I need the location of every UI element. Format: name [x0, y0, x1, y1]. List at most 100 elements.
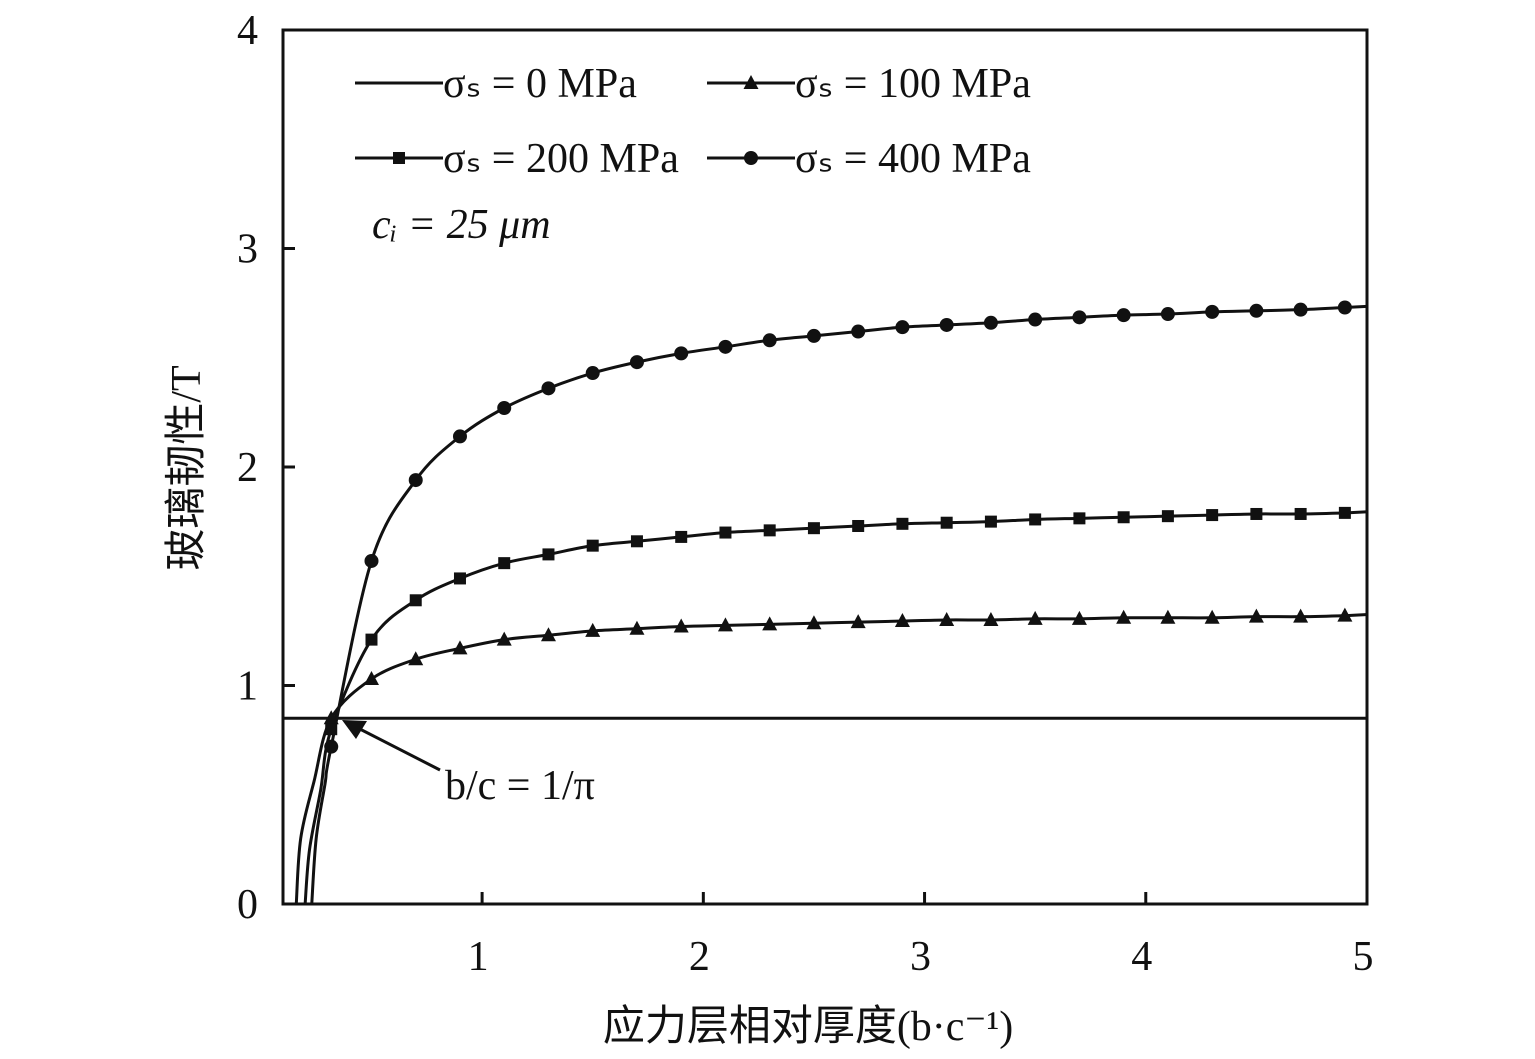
legend-label: σₛ = 400 MPa [795, 136, 1031, 182]
legend-marker-triangle [743, 75, 759, 89]
legend-marker-circle [744, 151, 758, 165]
curves [283, 304, 1368, 905]
annotation-label: b/c = 1/π [445, 763, 595, 809]
y-tick-label: 4 [237, 8, 258, 54]
marker-square [542, 548, 555, 561]
marker-circle [718, 339, 733, 354]
marker-square [409, 594, 422, 607]
marker-circle [1028, 312, 1043, 327]
legend-item: σₛ = 100 MPa [707, 61, 1031, 107]
marker-square [940, 516, 953, 529]
series-line-2 [303, 510, 1368, 905]
marker-circle [408, 473, 423, 488]
marker-triangle [939, 611, 955, 626]
marker-square [719, 526, 732, 539]
y-tick-label: 2 [237, 445, 258, 491]
marker-circle [1160, 307, 1175, 322]
marker-circle [364, 553, 379, 568]
legend-label: σₛ = 0 MPa [443, 61, 637, 107]
x-axis-title: 应力层相对厚度(b·c⁻¹) [603, 1003, 1013, 1050]
marker-circle [585, 366, 600, 381]
marker-square [1073, 512, 1086, 525]
marker-triangle [1027, 610, 1043, 625]
legend-item: σₛ = 200 MPa [355, 136, 679, 182]
marker-circle [497, 401, 512, 416]
axis-ticks: 1 2 3 4 5 0 1 2 3 4 [237, 8, 1374, 980]
annotation-arrow-shaft [351, 723, 441, 772]
marker-circle [762, 333, 777, 348]
marker-square [1161, 510, 1174, 523]
marker-square [763, 524, 776, 537]
marker-square [675, 530, 688, 543]
marker-triangle [983, 611, 999, 626]
marker-triangle [673, 618, 689, 633]
x-tick-label: 1 [468, 934, 489, 980]
marker-circle [629, 355, 644, 370]
marker-triangle [363, 670, 379, 685]
marker-square [586, 539, 599, 552]
marker-circle [851, 324, 866, 339]
marker-triangle [1293, 608, 1309, 623]
marker-square [852, 519, 865, 532]
legend-label: σₛ = 200 MPa [443, 136, 679, 182]
marker-triangle [629, 620, 645, 635]
x-tick-label: 5 [1353, 934, 1374, 980]
y-tick-label: 3 [237, 227, 258, 273]
marker-triangle [585, 622, 601, 637]
marker-circle [1249, 303, 1264, 318]
marker-triangle [452, 640, 468, 655]
marker-triangle [323, 710, 339, 725]
marker-triangle [1248, 608, 1264, 623]
marker-triangle [1116, 609, 1132, 624]
markers [323, 300, 1353, 754]
x-tick-label: 2 [689, 934, 710, 980]
marker-triangle [762, 616, 778, 631]
marker-circle [674, 346, 689, 361]
legend-marker-square [393, 152, 405, 164]
marker-circle [1293, 302, 1308, 317]
marker-triangle [408, 651, 424, 666]
legend-item: σₛ = 0 MPa [355, 61, 637, 107]
marker-square [453, 572, 466, 585]
marker-triangle [540, 627, 556, 642]
marker-square [498, 557, 511, 570]
marker-square [325, 723, 338, 736]
marker-triangle [1071, 610, 1087, 625]
marker-square [1250, 507, 1263, 520]
marker-square [1029, 513, 1042, 526]
marker-square [630, 535, 643, 548]
legend: σₛ = 0 MPa σₛ = 100 MPa σₛ = 200 MPa σₛ = 4… [355, 61, 1031, 182]
marker-square [896, 517, 909, 530]
legend-item: σₛ = 400 MPa [707, 136, 1031, 182]
series-line-1 [294, 612, 1368, 905]
y-tick-label: 1 [237, 664, 258, 710]
legend-label: σₛ = 100 MPa [795, 61, 1031, 107]
marker-square [1206, 509, 1219, 522]
bc-annotation: b/c = 1/π [342, 720, 595, 809]
y-tick-label: 0 [237, 882, 258, 928]
marker-circle [1116, 308, 1131, 323]
marker-circle [452, 429, 467, 444]
marker-circle [1337, 300, 1352, 315]
ci-annotation: cᵢ = 25 μm [372, 202, 551, 248]
marker-circle [1205, 304, 1220, 319]
marker-triangle [496, 631, 512, 646]
marker-triangle [1160, 609, 1176, 624]
marker-square [1117, 511, 1130, 524]
marker-triangle [1204, 609, 1220, 624]
marker-circle [983, 315, 998, 330]
marker-triangle [806, 615, 822, 630]
marker-circle [324, 739, 339, 754]
annotation-arrowhead [342, 720, 367, 739]
marker-triangle [894, 613, 910, 628]
marker-circle [895, 320, 910, 335]
marker-circle [1072, 310, 1087, 325]
x-tick-label: 3 [910, 934, 931, 980]
x-tick-label: 4 [1131, 934, 1152, 980]
marker-square [1294, 507, 1307, 520]
marker-circle [806, 328, 821, 343]
marker-triangle [1337, 607, 1353, 622]
marker-square [807, 522, 820, 535]
y-axis-title: 玻璃韧性/T [164, 365, 210, 570]
